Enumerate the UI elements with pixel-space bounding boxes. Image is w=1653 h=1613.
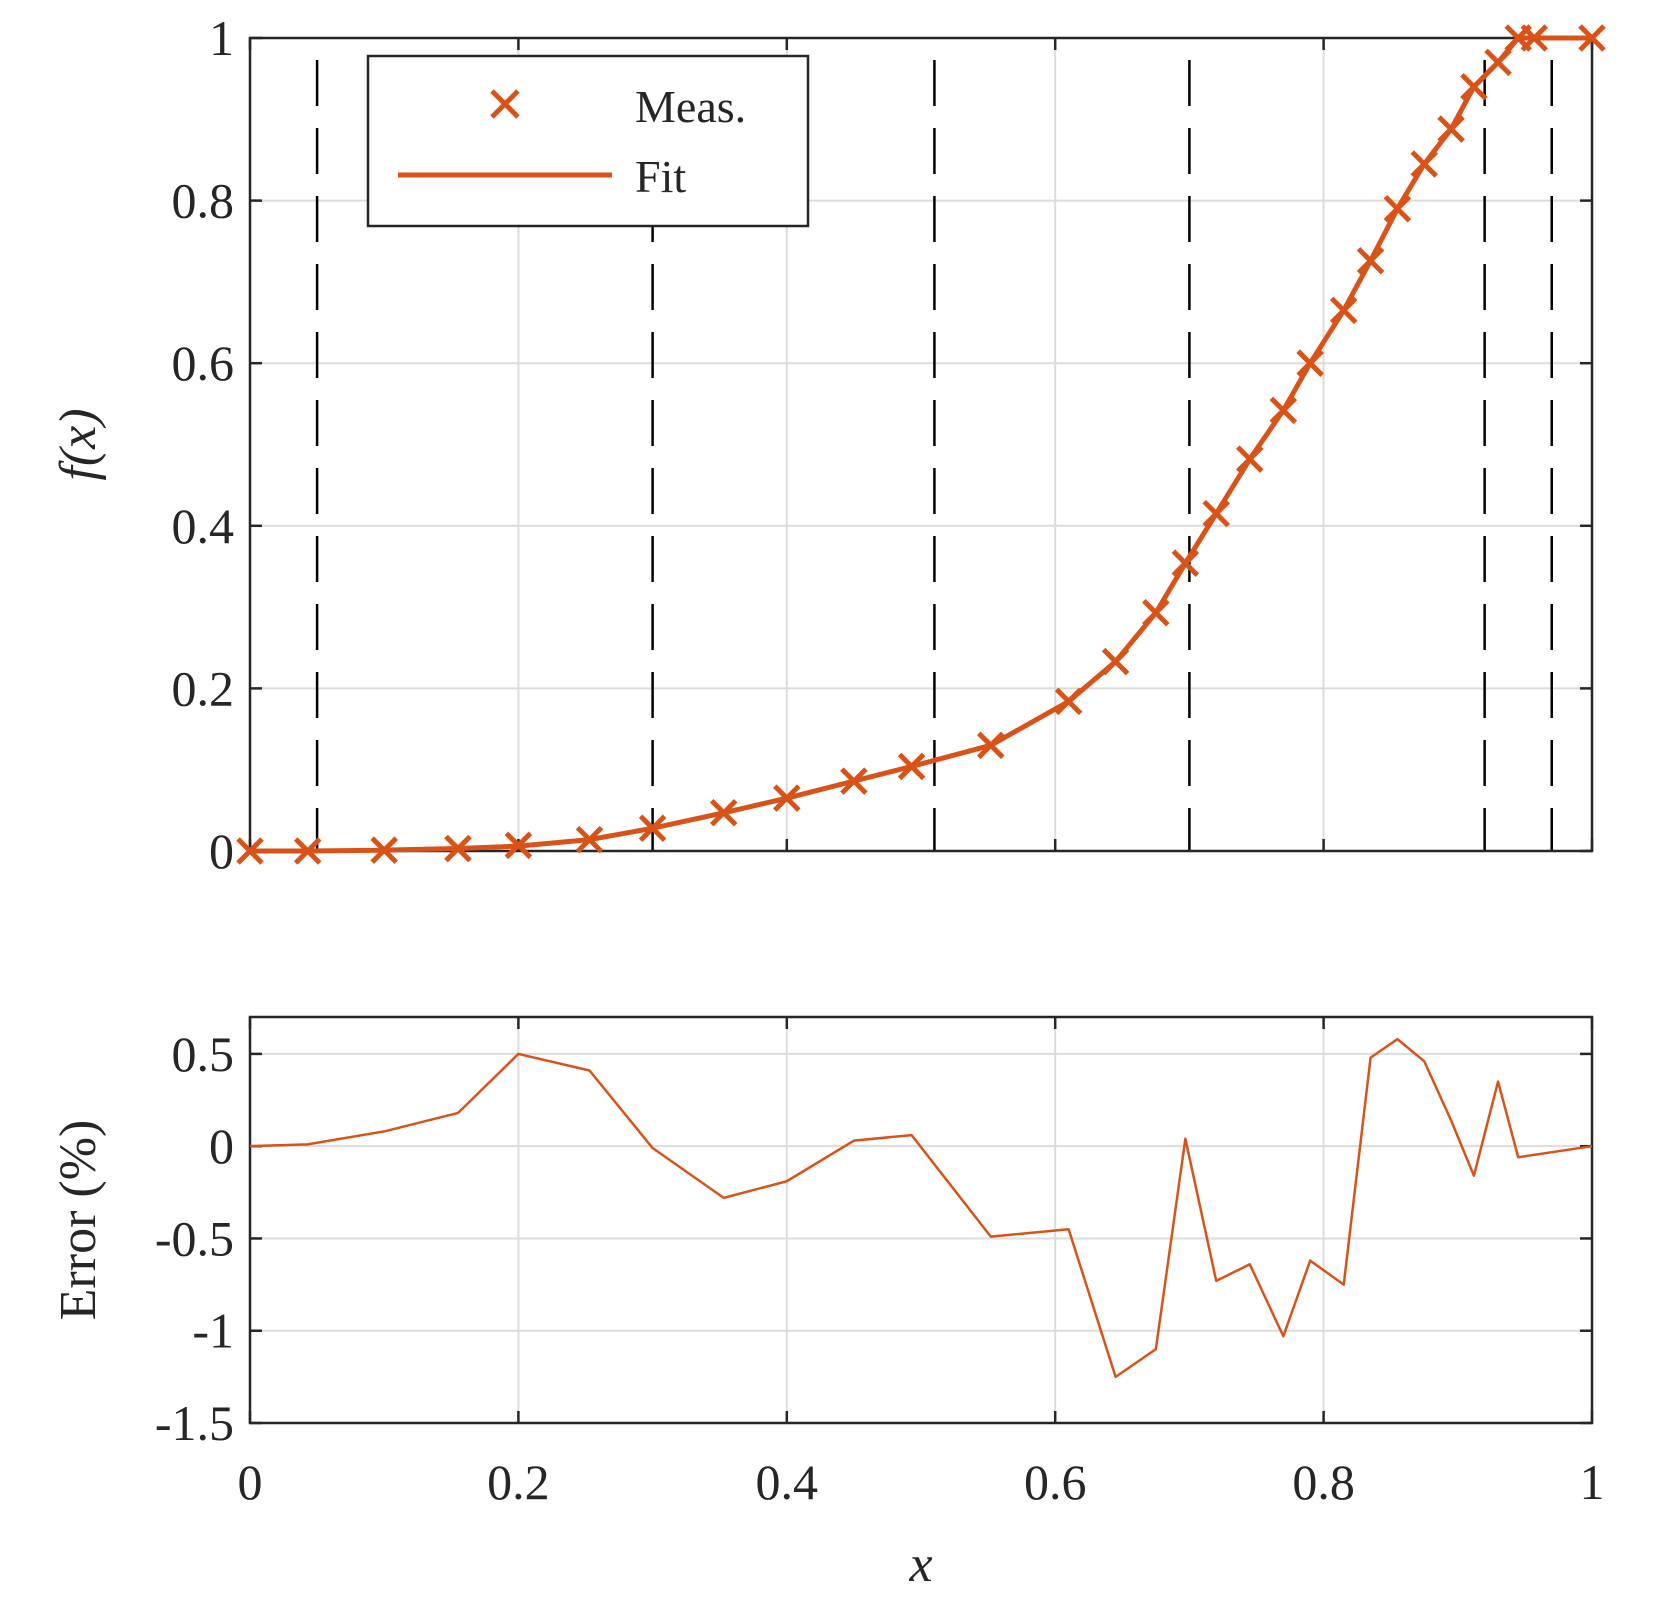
data-point-marker [444,834,472,863]
x-axis-title: x [908,1536,932,1593]
legend-marker-meas [490,89,520,119]
data-point-marker [1410,150,1439,178]
axes-box [248,1015,1594,1425]
x-tick-label: 1 [1580,1454,1605,1510]
x-tick-label: 0.2 [487,1454,550,1510]
data-point-marker [1383,194,1412,223]
legend: Meas. Fit [366,54,810,228]
y-tick-label: -0.5 [155,1210,234,1266]
data-point-marker [1460,73,1488,101]
data-point-marker [638,814,667,843]
marker-series [236,24,1606,865]
x-tick-label: 0.8 [1292,1454,1355,1510]
series-line [249,1037,1593,1379]
data-point-marker [1329,296,1358,325]
data-point-marker [370,836,398,864]
data-point-marker [1437,115,1465,143]
data-point-marker [897,752,926,781]
y-tick-label: -1.5 [155,1395,234,1451]
top-panel: 0 0.2 0.4 0.6 0.8 1 f(x) Meas. Fit [50,10,1606,879]
data-point-marker [1236,445,1264,473]
legend-label-fit: Fit [635,151,686,202]
y-tick-label: 0.4 [172,498,235,554]
legend-box [366,54,810,228]
y-tick-label: 1 [209,10,234,66]
data-point-marker [1356,246,1385,275]
data-point-marker [773,784,801,812]
data-point-marker [709,799,738,827]
y-axis-title: f(x) [50,408,107,480]
y-axis-title: Error (%) [50,1120,107,1321]
data-point-marker [1054,687,1083,716]
legend-label-meas: Meas. [635,81,746,132]
data-point-marker [840,767,868,795]
data-point-marker [504,831,533,860]
y-tick-label: -1 [192,1303,234,1359]
data-point-marker [977,731,1005,760]
data-point-marker [1171,549,1200,577]
data-point-marker [1202,499,1231,528]
axes-box [248,36,1594,853]
data-point-marker [236,837,264,865]
y-tick-label: 0.5 [172,1026,235,1082]
data-point-marker [575,825,604,854]
data-point-marker [1101,647,1130,676]
y-tick-label: 0.6 [172,335,235,391]
x-tick-label: 0 [238,1454,263,1510]
data-point-marker [1142,599,1170,627]
y-tick-label: 0 [209,823,234,879]
data-point-marker [1578,24,1606,52]
data-point-marker [1484,48,1512,77]
data-point-marker [1269,396,1298,425]
y-tick-label: 0.8 [172,173,235,229]
x-tick-label: 0.6 [1024,1454,1087,1510]
x-tick-label: 0.4 [756,1454,819,1510]
y-tick-label: 0 [209,1118,234,1174]
y-tick-label: 0.2 [172,660,235,716]
data-point-marker [1520,24,1549,52]
data-point-marker [293,837,322,865]
data-point-marker [1296,349,1324,377]
